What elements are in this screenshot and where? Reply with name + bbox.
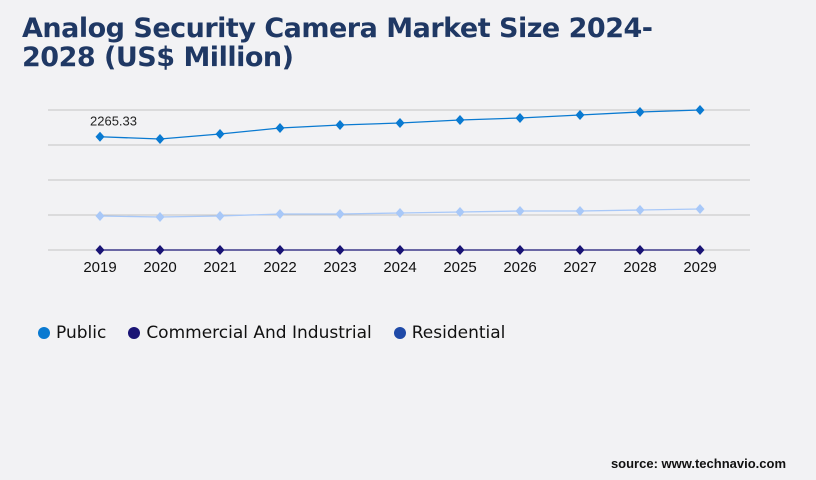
data-point [275, 245, 285, 255]
data-point [275, 123, 285, 133]
data-point [275, 209, 285, 219]
data-point [215, 129, 225, 139]
data-point [575, 110, 585, 120]
data-point [455, 207, 465, 217]
data-point [635, 245, 645, 255]
legend-label: Residential [411, 323, 506, 343]
x-tick-label: 2026 [503, 259, 536, 276]
legend-marker-icon [393, 327, 406, 339]
data-point [335, 209, 345, 219]
data-point [695, 204, 705, 214]
x-tick-label: 2028 [623, 259, 656, 276]
data-point [695, 245, 705, 255]
x-tick-label: 2027 [563, 259, 596, 276]
legend-item: Commercial And Industrial [128, 323, 372, 343]
legend-marker-icon [38, 327, 50, 339]
data-point [575, 245, 585, 255]
data-point [635, 107, 645, 117]
x-tick-label: 2021 [203, 259, 236, 276]
legend-label: Public [56, 323, 107, 343]
x-tick-label: 2020 [143, 259, 176, 276]
data-point [95, 211, 105, 221]
data-point [575, 206, 585, 216]
x-tick-label: 2029 [683, 259, 716, 276]
legend-marker-icon [128, 327, 141, 339]
source-text: source: www.technavio.com [610, 456, 786, 471]
data-point [95, 131, 105, 142]
x-tick-label: 2023 [323, 259, 356, 276]
data-point [395, 208, 405, 218]
legend-label: Commercial And Industrial [146, 323, 372, 343]
data-point [695, 105, 705, 115]
data-point [95, 245, 105, 255]
data-point [215, 245, 225, 255]
data-point [635, 205, 645, 215]
line-chart: 2019 2020 2021 2022 2023 2024 2025 2026 2027 2028… [48, 105, 750, 276]
data-point [395, 245, 405, 255]
data-point [155, 212, 165, 222]
chart-title: Analog Security Camera Market Size 2024-… [22, 13, 653, 73]
data-point [515, 245, 525, 255]
data-point [155, 134, 165, 144]
data-point [335, 245, 345, 255]
data-point [455, 115, 465, 125]
legend-item: Residential [393, 323, 506, 343]
legend-item: Public [38, 323, 106, 343]
x-tick-label: 2022 [263, 259, 296, 276]
x-tick-label: 2019 [83, 259, 116, 276]
x-tick-label: 2024 [383, 259, 416, 276]
data-point [335, 120, 345, 130]
data-point [155, 245, 165, 255]
data-point [515, 206, 525, 216]
legend: Public Commercial And Industrial Residenti… [38, 323, 505, 343]
data-point [215, 211, 225, 221]
data-point [515, 113, 525, 123]
data-point [455, 245, 465, 255]
x-tick-label: 2025 [443, 259, 476, 276]
data-point [395, 118, 405, 128]
data-label: 2265.33 [90, 114, 137, 129]
